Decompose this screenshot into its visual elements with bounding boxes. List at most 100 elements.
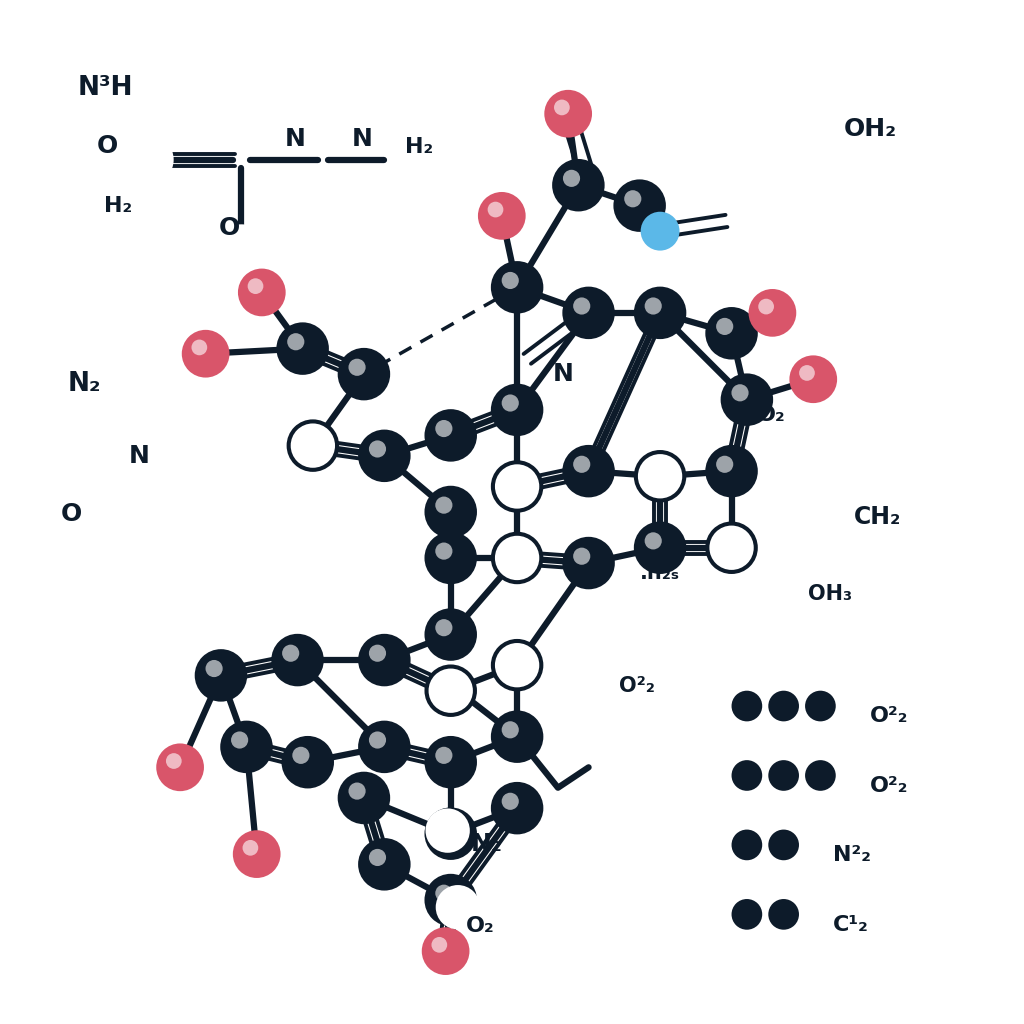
Circle shape (716, 456, 733, 473)
Circle shape (282, 645, 299, 662)
Circle shape (348, 782, 366, 800)
Circle shape (427, 810, 468, 851)
Circle shape (287, 333, 304, 350)
Circle shape (369, 440, 386, 458)
Circle shape (359, 722, 409, 771)
Circle shape (289, 421, 337, 470)
Circle shape (502, 650, 519, 667)
Circle shape (493, 462, 542, 511)
Circle shape (197, 651, 246, 700)
Circle shape (546, 91, 591, 136)
Circle shape (645, 532, 662, 550)
Circle shape (359, 840, 409, 889)
Circle shape (493, 712, 542, 761)
Circle shape (231, 731, 248, 749)
Circle shape (640, 456, 681, 497)
Circle shape (750, 291, 795, 335)
Circle shape (493, 385, 542, 434)
Circle shape (636, 523, 685, 572)
Circle shape (222, 722, 271, 771)
Circle shape (502, 272, 519, 289)
Circle shape (426, 809, 475, 858)
Circle shape (435, 818, 453, 836)
Circle shape (502, 471, 519, 488)
Circle shape (183, 331, 228, 376)
Text: O: O (219, 216, 241, 240)
Circle shape (127, 137, 172, 182)
Circle shape (240, 270, 285, 315)
Text: H₂: H₂ (404, 137, 433, 158)
Text: N³H: N³H (78, 75, 133, 101)
Text: O: O (60, 502, 82, 526)
Text: OH₂: OH₂ (844, 117, 897, 141)
Circle shape (426, 876, 475, 925)
Circle shape (437, 887, 478, 928)
Circle shape (435, 675, 453, 692)
Circle shape (645, 461, 662, 478)
Circle shape (806, 761, 835, 790)
Circle shape (806, 692, 835, 720)
Circle shape (339, 773, 388, 822)
Text: N: N (553, 362, 573, 386)
Text: O₂: O₂ (757, 404, 785, 425)
Circle shape (573, 297, 590, 314)
Circle shape (615, 181, 665, 230)
Circle shape (158, 744, 203, 790)
Circle shape (554, 99, 569, 116)
Text: O²₂: O²₂ (869, 707, 908, 726)
Circle shape (554, 161, 603, 210)
Circle shape (636, 452, 685, 501)
Circle shape (430, 671, 471, 711)
Circle shape (625, 190, 641, 207)
Circle shape (431, 937, 447, 952)
Circle shape (497, 466, 538, 507)
Circle shape (769, 830, 798, 859)
Circle shape (479, 194, 524, 239)
Text: N²₂: N²₂ (833, 845, 870, 865)
Circle shape (769, 900, 798, 929)
Text: C¹₂: C¹₂ (833, 914, 868, 935)
Circle shape (369, 645, 386, 662)
Circle shape (221, 226, 262, 267)
Circle shape (292, 746, 309, 764)
Text: N₂: N₂ (68, 372, 101, 397)
Circle shape (732, 692, 761, 720)
Circle shape (636, 289, 685, 337)
Circle shape (497, 538, 538, 579)
Circle shape (348, 358, 366, 376)
Text: O: O (96, 134, 118, 159)
Circle shape (423, 929, 468, 974)
Circle shape (273, 636, 323, 685)
Text: N: N (285, 127, 305, 152)
Circle shape (284, 737, 332, 786)
Circle shape (731, 384, 749, 401)
Circle shape (279, 324, 327, 373)
Circle shape (502, 394, 519, 412)
Circle shape (248, 279, 263, 294)
Circle shape (711, 527, 752, 568)
Circle shape (206, 659, 222, 677)
Circle shape (502, 793, 519, 810)
Circle shape (369, 731, 386, 749)
Circle shape (791, 356, 836, 401)
Circle shape (707, 523, 756, 572)
Text: O²₂: O²₂ (869, 776, 908, 796)
Circle shape (573, 456, 590, 473)
Circle shape (487, 202, 504, 217)
Circle shape (716, 532, 733, 550)
Circle shape (435, 543, 453, 560)
Circle shape (435, 885, 453, 902)
Text: N₂: N₂ (471, 831, 503, 856)
Circle shape (426, 411, 475, 460)
Circle shape (166, 753, 181, 769)
Circle shape (426, 667, 475, 715)
Circle shape (435, 420, 453, 437)
Circle shape (369, 849, 386, 866)
Circle shape (426, 487, 475, 537)
Text: .n₂ₛ: .n₂ₛ (640, 563, 680, 584)
Circle shape (732, 830, 761, 859)
Circle shape (359, 431, 409, 480)
Circle shape (293, 425, 333, 466)
Circle shape (732, 900, 761, 929)
Circle shape (435, 620, 453, 636)
